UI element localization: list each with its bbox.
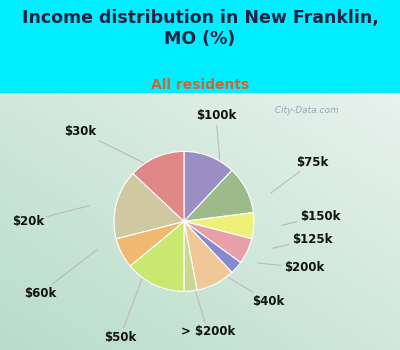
Wedge shape (184, 222, 197, 291)
Wedge shape (184, 222, 241, 272)
Text: $100k: $100k (196, 110, 236, 163)
Text: All residents: All residents (151, 78, 249, 92)
Wedge shape (116, 222, 184, 266)
Text: > $200k: > $200k (181, 284, 235, 338)
Wedge shape (184, 212, 254, 239)
Text: City-Data.com: City-Data.com (269, 106, 339, 115)
Wedge shape (130, 222, 184, 291)
Text: $60k: $60k (24, 250, 97, 300)
Text: Income distribution in New Franklin,
MO (%): Income distribution in New Franklin, MO … (22, 9, 378, 48)
Wedge shape (184, 222, 232, 290)
Text: $20k: $20k (12, 206, 89, 228)
Wedge shape (184, 170, 254, 222)
Text: $75k: $75k (271, 156, 328, 193)
Text: $30k: $30k (64, 125, 145, 163)
Wedge shape (133, 152, 184, 222)
Text: $150k: $150k (282, 210, 340, 225)
Text: $200k: $200k (258, 261, 324, 274)
Wedge shape (184, 222, 252, 262)
Text: $40k: $40k (228, 278, 284, 308)
Text: $50k: $50k (104, 278, 142, 344)
Wedge shape (114, 174, 184, 239)
Wedge shape (184, 152, 232, 222)
Text: $125k: $125k (273, 233, 332, 248)
